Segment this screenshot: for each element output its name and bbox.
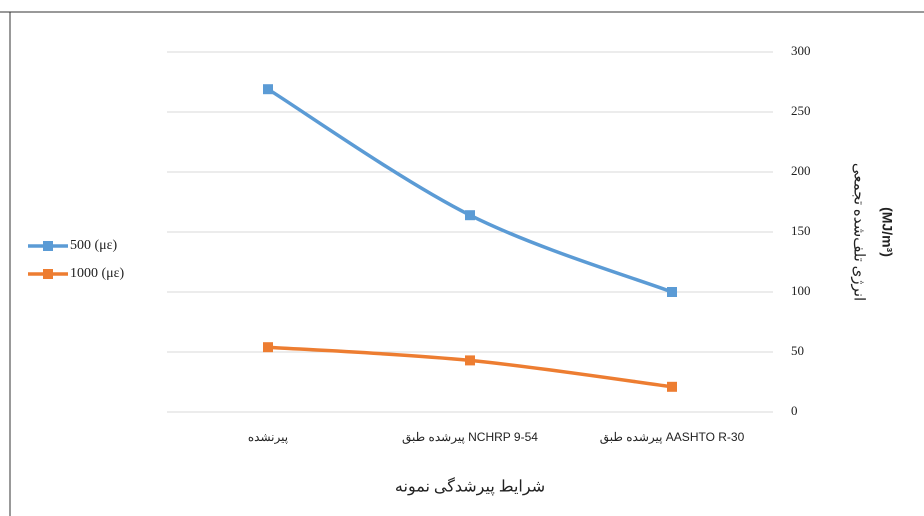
y-tick-label: 200 — [791, 163, 811, 178]
series-line — [267, 345, 673, 389]
x-tick-label: پیرشده طبق NCHRP 9-54 — [402, 430, 538, 444]
y-tick-label: 250 — [791, 103, 811, 118]
x-axis-label: شرایط پیرشدگی نمونه — [395, 477, 545, 496]
x-tick-label: پیرشده طبق AASHTO R-30 — [600, 430, 745, 444]
x-tick-label: پیرنشده — [248, 430, 288, 444]
data-point — [465, 210, 475, 221]
data-point — [667, 381, 677, 392]
y-tick-label: 50 — [791, 343, 804, 358]
series-line — [267, 87, 673, 294]
y-axis-label-group: انرژی تلف‌شده تجمعی (MJ/m³) — [851, 163, 896, 301]
data-point — [263, 84, 273, 95]
legend-label: 500 (με) — [70, 238, 118, 253]
data-point — [263, 342, 273, 353]
y-tick-label: 150 — [791, 223, 811, 238]
y-tick-label: 100 — [791, 283, 811, 298]
data-point — [465, 355, 475, 366]
legend-swatch-marker — [43, 269, 53, 279]
y-axis-unit: (MJ/m³) — [879, 207, 895, 257]
legend-swatch-marker — [43, 241, 53, 251]
legend-label: 1000 (με) — [70, 266, 125, 281]
y-tick-label: 300 — [791, 43, 811, 58]
data-point — [667, 287, 677, 297]
y-axis-label: انرژی تلف‌شده تجمعی — [851, 163, 867, 301]
y-tick-label: 0 — [791, 403, 798, 418]
